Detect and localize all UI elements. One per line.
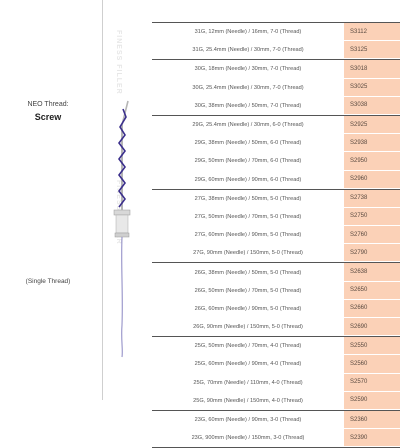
product-code-cell: S3038 bbox=[344, 96, 400, 115]
product-code-cell: S2390 bbox=[344, 429, 400, 448]
table-row: 26G, 90mm (Needle) / 150mm, 5-0 (Thread)… bbox=[152, 318, 400, 337]
product-line-label: NEO Thread: bbox=[27, 101, 69, 108]
product-code-cell: S3018 bbox=[344, 60, 400, 79]
product-code-cell: S2925 bbox=[344, 115, 400, 135]
spec-cell: 25G, 90mm (Needle) / 150mm, 4-0 (Thread) bbox=[193, 397, 303, 404]
table-row: 25G, 50mm (Needle) / 70mm, 4-0 (Thread) S… bbox=[152, 337, 400, 356]
product-code-cell: S2560 bbox=[344, 355, 400, 374]
spec-cell: 30G, 18mm (Needle) / 30mm, 7-0 (Thread) bbox=[194, 66, 302, 73]
product-code-cell: S2760 bbox=[344, 226, 400, 245]
product-code-cell: S2570 bbox=[344, 373, 400, 392]
table-row: 29G, 60mm (Needle) / 90mm, 6-0 (Thread) S… bbox=[152, 170, 400, 189]
table-row: 29G, 38mm (Needle) / 50mm, 6-0 (Thread) S… bbox=[152, 134, 400, 153]
product-panel: NEO Thread: Screw (Single Thread) FINESS… bbox=[0, 0, 150, 400]
table-row: 31G, 25.4mm (Needle) / 30mm, 7-0 (Thread… bbox=[152, 41, 400, 60]
table-row: 27G, 60mm (Needle) / 90mm, 5-0 (Thread) S… bbox=[152, 226, 400, 245]
spec-cell: 23G, 60mm (Needle) / 90mm, 3-0 (Thread) bbox=[194, 417, 302, 424]
spec-cell: 26G, 60mm (Needle) / 90mm, 5-0 (Thread) bbox=[194, 305, 302, 312]
spec-cell: 27G, 38mm (Needle) / 50mm, 5-0 (Thread) bbox=[194, 195, 302, 202]
table-row: 29G, 50mm (Needle) / 70mm, 6-0 (Thread) S… bbox=[152, 152, 400, 171]
spec-cell: 25G, 50mm (Needle) / 70mm, 4-0 (Thread) bbox=[194, 343, 302, 350]
spec-group: 26G, 38mm (Needle) / 50mm, 5-0 (Thread) S… bbox=[152, 262, 400, 337]
spec-cell: 25G, 70mm (Needle) / 110mm, 4-0 (Thread) bbox=[193, 379, 303, 386]
product-code-cell: S3025 bbox=[344, 78, 400, 97]
table-row: 30G, 18mm (Needle) / 30mm, 7-0 (Thread) S… bbox=[152, 60, 400, 79]
table-row: 26G, 50mm (Needle) / 70mm, 5-0 (Thread) S… bbox=[152, 281, 400, 300]
product-code-cell: S2590 bbox=[344, 391, 400, 410]
table-row: 23G, 900mm (Needle) / 150mm, 3-0 (Thread… bbox=[152, 429, 400, 448]
spec-cell: 29G, 38mm (Needle) / 50mm, 6-0 (Thread) bbox=[194, 140, 302, 147]
product-name: Screw bbox=[34, 112, 62, 122]
product-code-cell: S2550 bbox=[344, 337, 400, 356]
spec-cell: 27G, 60mm (Needle) / 90mm, 5-0 (Thread) bbox=[194, 232, 302, 239]
product-code-cell: S2738 bbox=[344, 189, 400, 208]
spec-cell: 30G, 38mm (Needle) / 50mm, 7-0 (Thread) bbox=[194, 102, 302, 109]
table-row: 31G, 12mm (Needle) / 16mm, 7-0 (Thread) S… bbox=[152, 23, 400, 42]
table-row: 29G, 25.4mm (Needle) / 30mm, 6-0 (Thread… bbox=[152, 115, 400, 135]
spec-group: 25G, 50mm (Needle) / 70mm, 4-0 (Thread) S… bbox=[152, 336, 400, 410]
table-row: 30G, 25.4mm (Needle) / 30mm, 7-0 (Thread… bbox=[152, 78, 400, 97]
spec-cell: 25G, 60mm (Needle) / 90mm, 4-0 (Thread) bbox=[194, 361, 302, 368]
table-row: 25G, 90mm (Needle) / 150mm, 4-0 (Thread)… bbox=[152, 391, 400, 410]
table-row: 25G, 70mm (Needle) / 110mm, 4-0 (Thread)… bbox=[152, 373, 400, 392]
spec-cell: 31G, 25.4mm (Needle) / 30mm, 7-0 (Thread… bbox=[192, 47, 304, 54]
spec-table: 31G, 12mm (Needle) / 16mm, 7-0 (Thread) S… bbox=[152, 22, 400, 448]
spec-group: 30G, 18mm (Needle) / 30mm, 7-0 (Thread) S… bbox=[152, 59, 400, 115]
spec-cell: 29G, 25.4mm (Needle) / 30mm, 6-0 (Thread… bbox=[192, 122, 304, 129]
product-code-cell: S2660 bbox=[344, 299, 400, 318]
divider bbox=[102, 0, 103, 400]
spec-cell: 29G, 50mm (Needle) / 70mm, 6-0 (Thread) bbox=[194, 158, 302, 165]
spec-cell: 27G, 90mm (Needle) / 150mm, 5-0 (Thread) bbox=[193, 250, 303, 257]
spec-group: 31G, 12mm (Needle) / 16mm, 7-0 (Thread) S… bbox=[152, 22, 400, 60]
table-row: 26G, 38mm (Needle) / 50mm, 5-0 (Thread) S… bbox=[152, 263, 400, 282]
product-code-cell: S2750 bbox=[344, 207, 400, 227]
spec-cell: 31G, 12mm (Needle) / 16mm, 7-0 (Thread) bbox=[194, 29, 302, 36]
spec-cell: 29G, 60mm (Needle) / 90mm, 6-0 (Thread) bbox=[194, 176, 302, 183]
product-code-cell: S2360 bbox=[344, 410, 400, 430]
product-code-cell: S2638 bbox=[344, 263, 400, 282]
product-code-cell: S2690 bbox=[344, 318, 400, 337]
screw-needle-icon bbox=[113, 100, 131, 358]
product-code-cell: S3112 bbox=[344, 23, 400, 42]
thread-variant-label: (Single Thread) bbox=[25, 278, 71, 285]
spec-group: 27G, 38mm (Needle) / 50mm, 5-0 (Thread) S… bbox=[152, 188, 400, 263]
watermark-text: FINESS FILLER bbox=[115, 30, 122, 95]
product-code-cell: S2950 bbox=[344, 152, 400, 171]
table-row: 27G, 90mm (Needle) / 150mm, 5-0 (Thread)… bbox=[152, 244, 400, 263]
spec-cell: 30G, 25.4mm (Needle) / 30mm, 7-0 (Thread… bbox=[192, 84, 304, 91]
spec-cell: 26G, 38mm (Needle) / 50mm, 5-0 (Thread) bbox=[194, 269, 302, 276]
spec-cell: 26G, 90mm (Needle) / 150mm, 5-0 (Thread) bbox=[193, 324, 303, 331]
table-row: 23G, 60mm (Needle) / 90mm, 3-0 (Thread) S… bbox=[152, 410, 400, 430]
product-code-cell: S2790 bbox=[344, 244, 400, 263]
product-code-cell: S3125 bbox=[344, 41, 400, 60]
product-title: NEO Thread: Screw bbox=[0, 98, 96, 124]
spec-group: 29G, 25.4mm (Needle) / 30mm, 6-0 (Thread… bbox=[152, 114, 400, 189]
spec-cell: 26G, 50mm (Needle) / 70mm, 5-0 (Thread) bbox=[194, 287, 302, 294]
spec-cell: 23G, 900mm (Needle) / 150mm, 3-0 (Thread… bbox=[191, 435, 305, 442]
table-row: 27G, 38mm (Needle) / 50mm, 5-0 (Thread) S… bbox=[152, 189, 400, 208]
product-code-cell: S2960 bbox=[344, 170, 400, 189]
table-row: 30G, 38mm (Needle) / 50mm, 7-0 (Thread) S… bbox=[152, 96, 400, 115]
product-code-cell: S2938 bbox=[344, 134, 400, 153]
spec-group: 23G, 60mm (Needle) / 90mm, 3-0 (Thread) S… bbox=[152, 409, 400, 448]
product-code-cell: S2650 bbox=[344, 281, 400, 300]
spec-cell: 27G, 50mm (Needle) / 70mm, 5-0 (Thread) bbox=[194, 213, 302, 220]
table-row: 25G, 60mm (Needle) / 90mm, 4-0 (Thread) S… bbox=[152, 355, 400, 374]
table-row: 26G, 60mm (Needle) / 90mm, 5-0 (Thread) S… bbox=[152, 299, 400, 318]
table-row: 27G, 50mm (Needle) / 70mm, 5-0 (Thread) S… bbox=[152, 207, 400, 227]
